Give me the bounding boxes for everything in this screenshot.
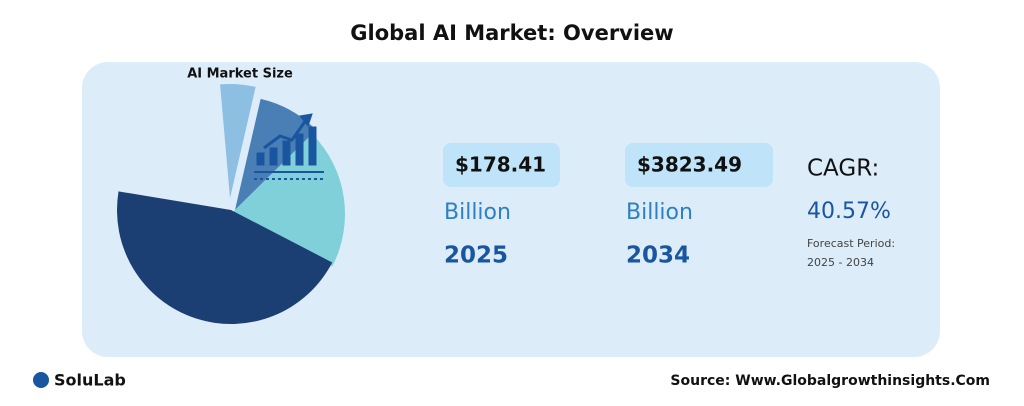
title: Global AI Market: Overview xyxy=(350,21,673,45)
chart-icon xyxy=(254,113,324,180)
value-box xyxy=(443,143,560,187)
logo-mark xyxy=(33,372,49,388)
pie-slice xyxy=(231,133,346,267)
pie-slice xyxy=(116,191,333,325)
cagr-note: Forecast Period: xyxy=(807,237,895,250)
cagr-value: 40.57% xyxy=(807,199,891,224)
stat-value: $178.41 xyxy=(455,153,546,177)
pie-title: AI Market Size xyxy=(187,67,293,82)
brand: SoluLab xyxy=(54,371,126,390)
stat-year: 2034 xyxy=(626,243,690,269)
value-box xyxy=(625,143,773,187)
source: Source: Www.Globalgrowthinsights.Com xyxy=(670,373,990,389)
cagr-period: 2025 - 2034 xyxy=(807,256,874,269)
pie-slice xyxy=(220,84,256,198)
stat-unit: Billion xyxy=(626,200,693,225)
stat-value: $3823.49 xyxy=(637,153,742,177)
stat-year: 2025 xyxy=(444,243,508,269)
cagr-label: CAGR: xyxy=(807,156,879,182)
stat-unit: Billion xyxy=(444,200,511,225)
